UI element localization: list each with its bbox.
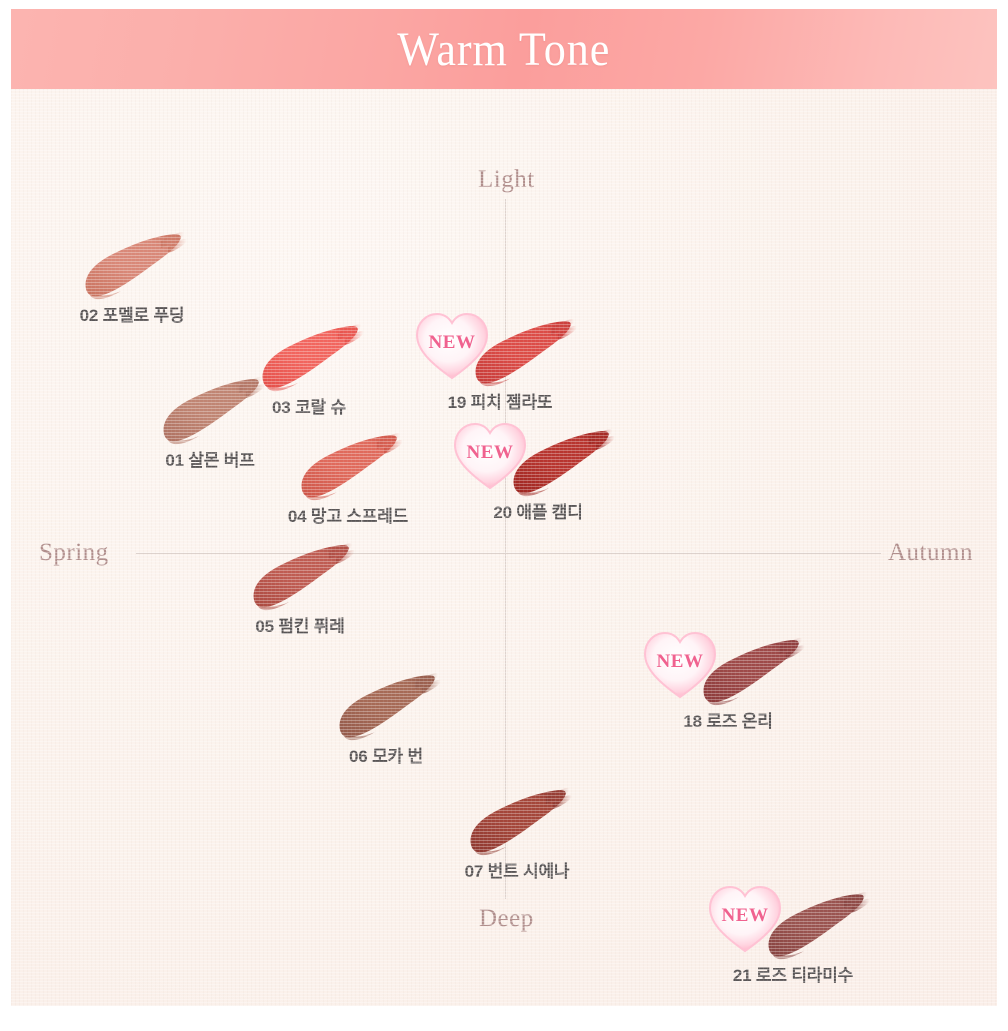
new-badge-label: NEW [721, 905, 769, 926]
shade-name-label: 21 로즈 티라미수 [732, 966, 854, 985]
shade-swatch [163, 377, 265, 445]
shade-item[interactable]: 03 코랄 슈 [250, 321, 368, 417]
shade-name-label: 05 펌킨 퓌레 [255, 617, 345, 636]
shade-item[interactable]: 04 망고 스프레드 [288, 430, 408, 526]
shade-name-label: 20 애플 캠디 [493, 503, 583, 522]
shade-name-label: 04 망고 스프레드 [287, 507, 409, 526]
swatch-wrap: 06 모카 번 [327, 670, 445, 766]
new-badge-label: NEW [428, 332, 476, 353]
heart-icon [643, 631, 717, 699]
shade-name-label: 18 로즈 온리 [683, 712, 773, 731]
axis-label-autumn: Autumn [888, 539, 973, 566]
new-heart-badge: NEW [706, 881, 784, 955]
shade-item[interactable]: NEW 19 피치 젬라또 [415, 312, 581, 412]
shade-plot-area: Light Deep Spring Autumn 02 포멜로 푸딩 03 코랄 … [11, 89, 997, 1006]
heart-icon [708, 885, 782, 953]
shade-name-label: 07 번트 시에나 [464, 862, 570, 881]
shade-name-label: 02 포멜로 푸딩 [79, 306, 185, 325]
shade-item[interactable]: 05 펌킨 퓌레 [241, 540, 359, 636]
new-heart-badge: NEW [451, 418, 529, 492]
shade-item[interactable]: NEW 21 로즈 티라미수 [708, 885, 874, 985]
new-heart-badge: NEW [413, 308, 491, 382]
shade-swatch [703, 638, 805, 706]
swatch-wrap: NEW 18 로즈 온리 [643, 631, 809, 731]
swatch-wrap: 05 펌킨 퓌레 [241, 540, 359, 636]
swatch-wrap: 03 코랄 슈 [250, 321, 368, 417]
heart-icon [415, 312, 489, 380]
shade-item[interactable]: 06 모카 번 [327, 670, 445, 766]
shade-name-label: 03 코랄 슈 [272, 398, 346, 417]
shade-swatch [339, 673, 441, 741]
axis-label-light: Light [478, 166, 535, 193]
new-badge-label: NEW [466, 442, 514, 463]
swatch-wrap: 07 번트 시에나 [458, 785, 576, 881]
swatch-wrap: NEW 20 애플 캠디 [453, 422, 619, 522]
shade-item[interactable]: NEW 20 애플 캠디 [453, 422, 619, 522]
shade-swatch [513, 429, 615, 497]
new-heart-badge: NEW [641, 627, 719, 701]
swatch-wrap: 01 살몬 버프 [151, 374, 269, 470]
shade-swatch [85, 232, 187, 300]
shade-name-label: 01 살몬 버프 [165, 451, 255, 470]
axis-label-spring: Spring [39, 539, 109, 566]
shade-name-label: 06 모카 번 [349, 747, 423, 766]
shade-item[interactable]: 01 살몬 버프 [151, 374, 269, 470]
shade-item[interactable]: NEW 18 로즈 온리 [643, 631, 809, 731]
shade-swatch [470, 788, 572, 856]
shade-item[interactable]: 07 번트 시에나 [458, 785, 576, 881]
swatch-wrap: NEW 21 로즈 티라미수 [708, 885, 874, 985]
shade-swatch [768, 892, 870, 960]
shade-swatch [475, 319, 577, 387]
swatch-wrap: NEW 19 피치 젬라또 [415, 312, 581, 412]
swatch-wrap: 04 망고 스프레드 [288, 430, 408, 526]
shade-swatch [262, 324, 364, 392]
page-title: Warm Tone [397, 22, 611, 76]
heart-icon [453, 422, 527, 490]
vertical-axis-line [505, 199, 506, 899]
swatch-wrap: 02 포멜로 푸딩 [73, 229, 191, 325]
header-banner: Warm Tone [11, 9, 997, 89]
shade-item[interactable]: 02 포멜로 푸딩 [73, 229, 191, 325]
axis-label-deep: Deep [479, 905, 534, 932]
shade-swatch [253, 543, 355, 611]
shade-swatch [301, 433, 403, 501]
new-badge-label: NEW [656, 651, 704, 672]
shade-name-label: 19 피치 젬라또 [447, 393, 553, 412]
horizontal-axis-line [136, 553, 881, 554]
